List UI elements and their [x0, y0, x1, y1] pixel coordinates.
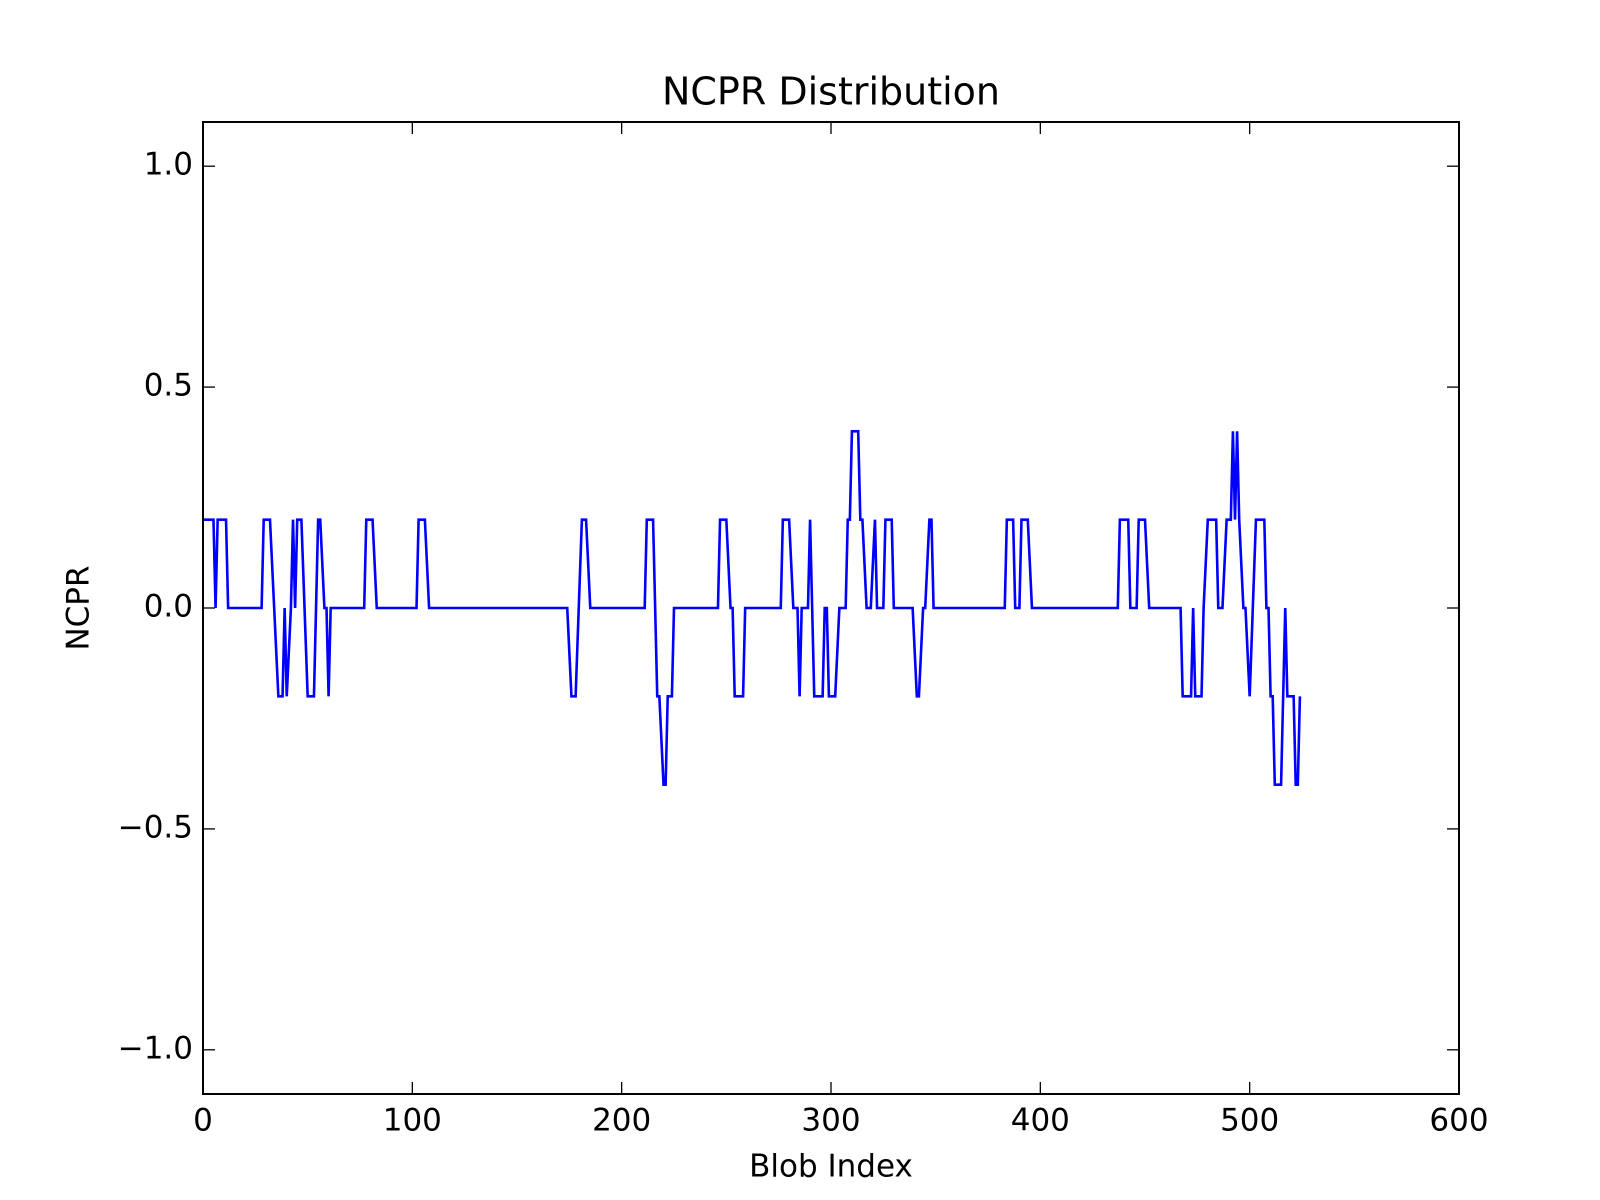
data-line [203, 429, 1302, 787]
chart-title: NCPR Distribution [662, 70, 1000, 114]
x-tick-label: 200 [592, 1103, 651, 1139]
x-tick-label: 500 [1220, 1103, 1279, 1139]
x-axis-label: Blob Index [749, 1149, 913, 1185]
x-tick-label: 0 [193, 1103, 213, 1139]
x-tick-label: 600 [1429, 1103, 1488, 1139]
y-tick-label: 0.0 [144, 589, 193, 625]
x-tick-label: 400 [1011, 1103, 1070, 1139]
plot-frame [202, 121, 1460, 1095]
y-tick-label: −0.5 [118, 809, 193, 845]
x-tick-label: 100 [383, 1103, 442, 1139]
y-axis-label: NCPR [61, 565, 97, 650]
x-tick-label: 300 [801, 1103, 860, 1139]
y-tick-label: 0.5 [144, 368, 193, 404]
y-tick-label: −1.0 [118, 1030, 193, 1066]
y-tick-label: 1.0 [144, 147, 193, 183]
